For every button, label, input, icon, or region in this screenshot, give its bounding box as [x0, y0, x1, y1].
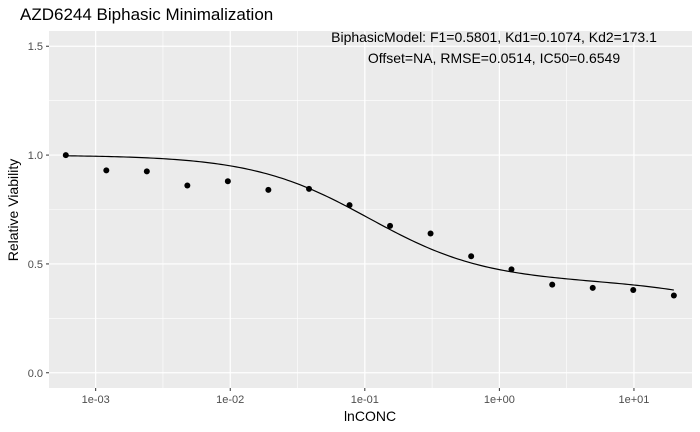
data-point: [549, 281, 556, 288]
x-tick-label: 1e-01: [351, 394, 379, 406]
data-points: [62, 152, 677, 299]
annotation-line: BiphasicModel: F1=0.5801, Kd1=0.1074, Kd…: [331, 29, 657, 45]
fit-curve: [65, 155, 674, 291]
data-point: [589, 284, 596, 291]
y-axis-title: Relative Viability: [5, 159, 21, 261]
data-point: [630, 287, 637, 294]
model-annotation: BiphasicModel: F1=0.5801, Kd1=0.1074, Kd…: [331, 29, 657, 66]
data-point: [306, 185, 313, 192]
x-tick-label: 1e+01: [618, 394, 649, 406]
data-point: [265, 186, 272, 193]
axes: 1e-03 1e-02 1e-01 1e+00 1e+01 0.0 0.5 1.0 1.5: [28, 41, 650, 406]
data-point: [468, 253, 475, 260]
chart-title: AZD6244 Biphasic Minimalization: [20, 5, 273, 24]
y-tick-label: 0.0: [28, 368, 43, 380]
y-tick-label: 0.5: [28, 259, 43, 271]
data-point: [346, 202, 353, 209]
data-point: [670, 292, 677, 299]
minor-gridlines: [49, 31, 692, 388]
major-gridlines: [49, 31, 692, 388]
data-point: [508, 266, 515, 273]
data-point: [427, 230, 434, 237]
x-axis-title: lnCONC: [344, 408, 396, 424]
data-point: [62, 152, 69, 159]
data-point: [224, 178, 231, 185]
annotation-line: Offset=NA, RMSE=0.0514, IC50=0.6549: [368, 50, 621, 66]
y-tick-label: 1.5: [28, 41, 43, 53]
data-point: [387, 222, 394, 229]
data-point: [103, 167, 110, 174]
data-point: [143, 168, 150, 175]
x-tick-label: 1e-03: [82, 394, 110, 406]
x-tick-label: 1e+00: [484, 394, 515, 406]
y-tick-label: 1.0: [28, 150, 43, 162]
data-point: [184, 182, 191, 189]
fit-curve-layer: [65, 155, 674, 291]
x-tick-label: 1e-02: [216, 394, 244, 406]
